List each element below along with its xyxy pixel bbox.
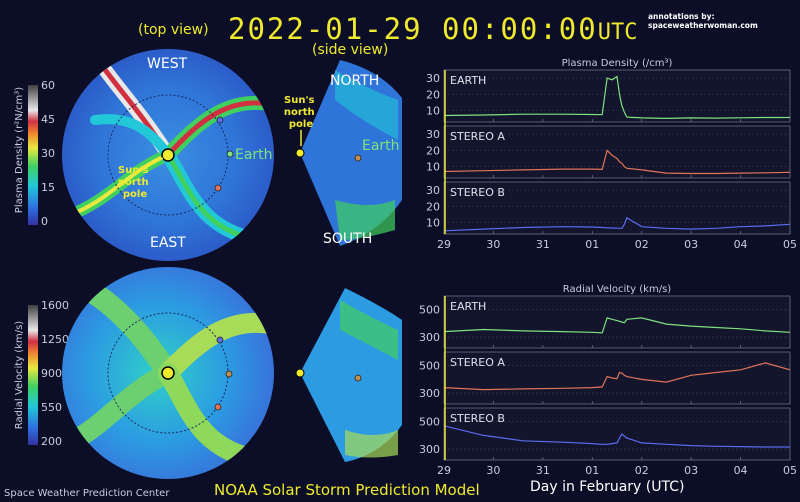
y-tick-label: 10 — [426, 105, 440, 118]
x-tick-label: 03 — [684, 464, 698, 477]
south-label: SOUTH — [323, 231, 372, 247]
east-label: EAST — [150, 235, 186, 251]
y-tick-label: 30 — [426, 128, 440, 141]
x-tick-label: 30 — [486, 464, 500, 477]
density-side-view-map — [295, 60, 402, 246]
x-tick-label: 01 — [585, 238, 599, 251]
x-tick-label: 05 — [783, 464, 797, 477]
earth-label-top-view: Earth — [235, 147, 273, 163]
panel-name: STEREO B — [450, 186, 505, 199]
x-tick-label: 04 — [734, 238, 748, 251]
density-colorbar-tick: 0 — [41, 215, 48, 228]
velocity-colorbar-tick: 1600 — [41, 299, 69, 312]
footer-credit: Space Weather Prediction Center — [4, 488, 170, 499]
x-tick-label: 29 — [437, 464, 451, 477]
series-line-stereo-a — [443, 362, 791, 391]
x-tick-label: 04 — [734, 464, 748, 477]
density-colorbar-title: Plasma Density (r²N/cm³) — [14, 87, 25, 214]
side-view-label: (side view) — [312, 42, 389, 58]
footer-model-name: NOAA Solar Storm Prediction Model — [214, 481, 480, 499]
sun-pole-label-top-view: Sun's north pole — [118, 165, 152, 200]
x-tick-label: 05 — [783, 238, 797, 251]
velocity-colorbar-tick: 200 — [41, 435, 62, 448]
y-tick-label: 500 — [419, 416, 440, 429]
timestamp: 2022-01-29 00:00:00UTC — [228, 12, 638, 46]
y-tick-label: 20 — [426, 88, 440, 101]
north-label: NORTH — [330, 73, 379, 89]
series-line-earth — [443, 75, 790, 120]
panel-name: STEREO A — [450, 130, 505, 143]
y-tick-label: 10 — [426, 217, 440, 230]
chart-panel-frame — [443, 351, 791, 405]
velocity-colorbar-tick: 900 — [41, 367, 62, 380]
timezone-label: UTC — [597, 20, 638, 45]
y-tick-label: 20 — [426, 200, 440, 213]
sun-pole-arrow — [144, 157, 164, 169]
velocity-colorbar — [28, 305, 38, 445]
sun-pole-label-side-view: Sun's north pole — [284, 95, 318, 130]
velocity-colorbar-tick: 550 — [41, 401, 62, 414]
chart-title: Radial Velocity (km/s) — [563, 284, 671, 295]
series-line-stereo-a — [443, 149, 791, 175]
annotation-credit: annotations by: spaceweatherwoman.com — [648, 12, 758, 30]
panel-name: EARTH — [450, 300, 486, 313]
y-tick-label: 500 — [419, 360, 440, 373]
y-tick-label: 30 — [426, 72, 440, 85]
panel-name: STEREO B — [450, 412, 505, 425]
x-tick-label: 31 — [536, 464, 550, 477]
y-tick-label: 300 — [419, 443, 440, 456]
timeseries-charts: Plasma Density (/cm³) 10 20 30 EARTH 10 20 30 ST… — [419, 58, 797, 477]
chart-panel-frame — [443, 295, 791, 349]
series-line-stereo-b — [443, 216, 791, 232]
density-colorbar-tick: 30 — [41, 147, 55, 160]
chart-panel-frame — [443, 181, 791, 235]
y-tick-label: 300 — [419, 387, 440, 400]
west-label: WEST — [147, 56, 188, 72]
velocity-colorbar-title: Radial Velocity (km/s) — [14, 321, 25, 429]
x-tick-label: 02 — [635, 238, 649, 251]
velocity-colorbar-tick: 1250 — [41, 333, 69, 346]
x-tick-label: 01 — [585, 464, 599, 477]
x-tick-label: 31 — [536, 238, 550, 251]
panel-name: STEREO A — [450, 356, 505, 369]
panel-name: EARTH — [450, 74, 486, 87]
model-visualization: Plasma Density (r²N/cm³) 60 45 30 15 0 R… — [14, 49, 402, 479]
x-tick-label: 30 — [486, 238, 500, 251]
x-tick-label: 02 — [635, 464, 649, 477]
x-axis-label: Day in February (UTC) — [530, 479, 685, 495]
velocity-side-view-map — [295, 288, 402, 462]
top-view-label: (top view) — [138, 22, 209, 38]
x-tick-label: 03 — [684, 238, 698, 251]
series-line-stereo-b — [443, 425, 790, 448]
density-colorbar-tick: 15 — [41, 181, 55, 194]
density-colorbar-tick: 60 — [41, 79, 55, 92]
chart-panel-frame — [443, 407, 791, 461]
y-tick-label: 500 — [419, 304, 440, 317]
density-colorbar-tick: 45 — [41, 113, 55, 126]
density-colorbar — [28, 85, 38, 225]
chart-panel-frame — [443, 125, 791, 179]
velocity-top-view-map — [62, 267, 274, 479]
earth-label-side-view: Earth — [362, 138, 400, 154]
chart-panel-frame — [443, 69, 791, 123]
y-tick-label: 300 — [419, 331, 440, 344]
y-tick-label: 20 — [426, 144, 440, 157]
x-tick-label: 29 — [437, 238, 451, 251]
series-line-earth — [443, 317, 791, 334]
y-tick-label: 30 — [426, 184, 440, 197]
chart-title: Plasma Density (/cm³) — [562, 58, 673, 69]
y-tick-label: 10 — [426, 161, 440, 174]
